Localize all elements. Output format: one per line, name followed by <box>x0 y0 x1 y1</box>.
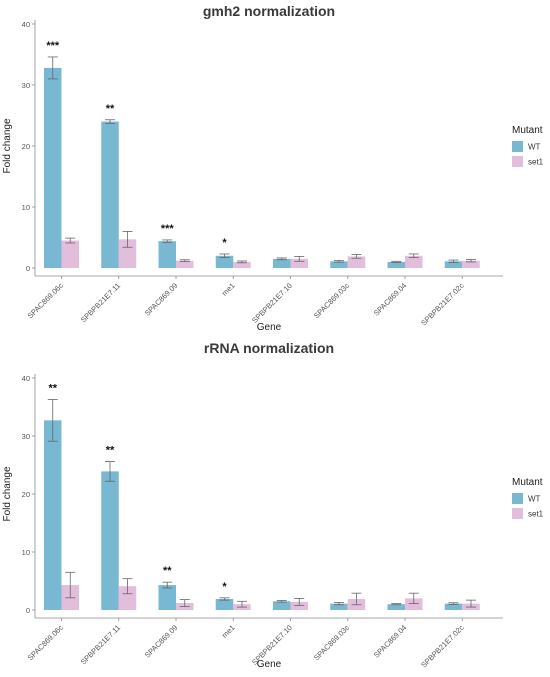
bar <box>273 258 291 268</box>
legend-swatch <box>512 156 523 167</box>
bar <box>101 121 119 268</box>
significance-label: ** <box>48 382 57 394</box>
x-tick-label: me1 <box>220 623 237 640</box>
bar <box>118 239 137 268</box>
chart-panel-1: rRNA normalization 0 10 20 30 40 Fold change Ge… <box>2 340 544 670</box>
y-axis-label: Fold change <box>2 466 13 521</box>
significance-label: ** <box>106 445 115 457</box>
x-tick-label: SPAC869.04 <box>372 623 409 660</box>
bar <box>215 255 234 268</box>
y-tick-label: 20 <box>22 142 30 151</box>
significance-label: ** <box>106 103 115 115</box>
legend-label: WT <box>528 143 541 152</box>
chart-title: gmh2 normalization <box>203 3 335 19</box>
x-tick-label: SPAC869.03c <box>312 623 351 662</box>
x-axis-label: Gene <box>257 659 282 670</box>
x-axis-label: Gene <box>257 322 282 333</box>
legend-title: Mutant <box>512 477 543 488</box>
bar <box>61 240 79 268</box>
x-tick-label: me1 <box>220 281 237 298</box>
bar <box>330 603 348 610</box>
bar <box>405 598 423 610</box>
significance-label: ** <box>163 565 172 577</box>
significance-label: * <box>222 581 227 593</box>
bar <box>158 585 176 610</box>
bar <box>290 258 308 268</box>
y-tick-label: 30 <box>22 432 30 441</box>
y-tick-label: 40 <box>22 20 30 29</box>
bar <box>290 601 308 610</box>
x-tick-label: SPAC869.04 <box>372 281 409 318</box>
bar <box>233 261 251 268</box>
bar <box>44 67 62 268</box>
bar <box>405 255 423 268</box>
y-tick-label: 40 <box>22 374 30 383</box>
significance-label: *** <box>46 40 60 52</box>
y-axis-label: Fold change <box>2 118 13 173</box>
legend-swatch <box>512 493 523 504</box>
x-tick-label: SPBPB21E7.02c <box>419 623 466 670</box>
bar <box>387 261 405 268</box>
bar <box>387 604 405 610</box>
x-tick-label: SPAC869.06c <box>26 623 65 662</box>
bar <box>176 260 194 268</box>
x-tick-label: SPBPB21E7.11 <box>79 281 122 324</box>
significance-label: *** <box>161 223 175 235</box>
x-tick-label: SPBPB21E7.10 <box>250 281 294 325</box>
bar <box>347 256 366 268</box>
x-tick-label: SPBPB21E7.11 <box>79 623 122 666</box>
legend-label: set1 <box>528 158 544 167</box>
y-tick-label: 0 <box>26 606 30 615</box>
bar <box>330 261 348 268</box>
bar <box>444 603 463 610</box>
x-tick-label: SPAC869.09 <box>143 281 180 318</box>
bar <box>118 586 137 610</box>
chart-panel-0: gmh2 normalization 0 10 20 30 40 Fold change Ge… <box>2 3 544 333</box>
legend-label: set1 <box>528 510 544 519</box>
bar <box>158 241 176 268</box>
significance-label: * <box>222 237 227 249</box>
x-tick-label: SPAC869.03c <box>312 281 351 320</box>
bar <box>44 420 62 610</box>
y-tick-label: 10 <box>22 203 30 212</box>
bar <box>101 471 119 610</box>
y-tick-label: 30 <box>22 81 30 90</box>
legend-swatch <box>512 141 523 152</box>
x-tick-label: SPBPB21E7.02c <box>419 281 466 328</box>
bar <box>462 260 480 268</box>
y-tick-label: 0 <box>26 264 30 273</box>
chart-title: rRNA normalization <box>204 340 334 356</box>
bar <box>215 598 234 610</box>
legend-swatch <box>512 508 523 519</box>
x-tick-label: SPAC869.09 <box>143 623 180 660</box>
legend-label: WT <box>528 495 541 504</box>
bar <box>273 601 291 610</box>
y-tick-label: 10 <box>22 548 30 557</box>
legend-title: Mutant <box>512 125 543 136</box>
bar <box>444 261 463 268</box>
y-tick-label: 20 <box>22 490 30 499</box>
x-tick-label: SPAC869.06c <box>26 281 65 320</box>
